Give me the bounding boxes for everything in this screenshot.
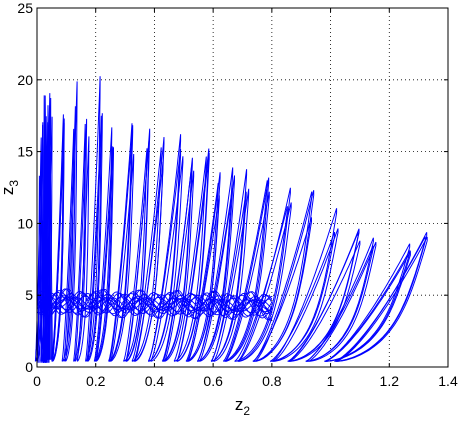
- x-tick-labels: 0 0.2 0.4 0.6 0.8 1 1.2 1.4: [33, 373, 458, 389]
- trajectory-loop: [186, 195, 220, 362]
- trajectory-loop: [238, 202, 292, 362]
- trajectory-loop: [185, 182, 219, 362]
- trajectory-loop: [93, 127, 113, 362]
- trajectory-loop: [287, 232, 359, 362]
- trajectory-loop: [108, 123, 133, 362]
- trajectory-loop: [163, 170, 195, 362]
- trajectory-loop: [222, 180, 268, 362]
- trajectory-spike: [40, 220, 46, 363]
- tick-marks: [36, 7, 449, 368]
- trajectory-loop: [52, 118, 65, 362]
- plot-frame: [36, 7, 449, 368]
- trajectory-loop: [252, 217, 312, 362]
- trajectory-loop: [61, 128, 75, 362]
- trajectory-loop: [271, 208, 338, 362]
- trajectory-loop: [125, 128, 151, 362]
- trajectory-loop: [234, 206, 288, 362]
- trajectory-loop: [86, 115, 102, 362]
- trajectory-band: [36, 290, 273, 318]
- trajectory-loop: [289, 240, 361, 362]
- trajectory-loop: [198, 175, 235, 362]
- trajectory-band: [36, 292, 273, 317]
- y-tick-label: 20: [17, 72, 33, 88]
- trajectory-loop: [64, 81, 78, 362]
- y-tick-labels: 0 5 10 15 20 25: [17, 0, 33, 375]
- trajectory-loop: [134, 137, 165, 362]
- trajectory-loop: [87, 113, 103, 362]
- trajectory-loop: [63, 106, 76, 362]
- y-tick-label: 15: [17, 144, 33, 160]
- x-tick-label: 0: [33, 373, 41, 389]
- trajectory-band: [36, 288, 273, 321]
- x-axis-label-main: z: [235, 395, 244, 414]
- trajectory-loop: [252, 191, 313, 362]
- y-tick-label: 0: [25, 359, 33, 375]
- x-tick-label: 0.4: [145, 373, 165, 389]
- trajectory-loop: [325, 249, 411, 362]
- x-axis-label: z2: [235, 395, 251, 418]
- trajectory-loop: [162, 157, 193, 362]
- trajectory-spike: [39, 155, 44, 363]
- trajectory-loop: [305, 237, 374, 362]
- trajectory-loop: [85, 76, 101, 362]
- trajectory-loop: [147, 134, 182, 362]
- trajectory-loop: [34, 137, 42, 362]
- trajectory-loop: [336, 236, 428, 362]
- trajectory-loop: [108, 125, 134, 362]
- trajectory-spike: [45, 122, 51, 363]
- trajectory-loop: [161, 166, 193, 362]
- x-tick-label: 0.8: [262, 373, 282, 389]
- trajectory-loop: [94, 146, 114, 362]
- trajectory-spike: [37, 175, 43, 363]
- trajectory-loop: [95, 147, 114, 362]
- x-tick-label: 1.4: [438, 373, 458, 389]
- x-tick-label: 0.6: [203, 373, 223, 389]
- y-axis-label-subscript: 3: [7, 180, 21, 187]
- trajectory-loop: [150, 156, 184, 362]
- trajectory-loop: [176, 152, 210, 362]
- trajectory-loop: [123, 148, 148, 362]
- trajectory-loop: [224, 177, 270, 362]
- trajectory-loop: [109, 153, 135, 362]
- y-axis-label: z3: [0, 180, 21, 196]
- trajectory-loop: [224, 191, 270, 362]
- trajectory-loop: [76, 136, 90, 362]
- trajectory-loop: [131, 147, 162, 362]
- trajectory-spike: [45, 201, 50, 363]
- trajectory-loop: [173, 156, 207, 362]
- trajectory-loop: [197, 167, 234, 362]
- x-tick-label: 0.2: [86, 373, 106, 389]
- trajectory-loop: [305, 245, 374, 362]
- trajectory-loop: [237, 187, 291, 362]
- trajectory-band: [36, 296, 273, 313]
- y-tick-label: 5: [25, 287, 33, 303]
- trajectory-loop: [74, 118, 88, 362]
- x-tick-label: 1.2: [380, 373, 400, 389]
- x-tick-label: 1: [327, 373, 335, 389]
- trajectory-loop: [324, 243, 411, 362]
- trajectory-band: [36, 291, 273, 317]
- trajectory-loop: [210, 169, 248, 362]
- trajectory-loop: [335, 232, 428, 362]
- trajectory-band: [36, 288, 273, 321]
- trajectory-loop: [273, 228, 339, 362]
- trajectory-loop: [308, 241, 377, 362]
- x-axis-label-subscript: 2: [243, 404, 250, 418]
- trajectory-loop: [51, 114, 64, 362]
- y-axis-label-main: z: [0, 187, 17, 196]
- y-tick-label: 10: [17, 215, 33, 231]
- trajectory-loop: [213, 188, 250, 362]
- data-series-loops: [34, 76, 428, 363]
- y-tick-label: 25: [17, 0, 33, 16]
